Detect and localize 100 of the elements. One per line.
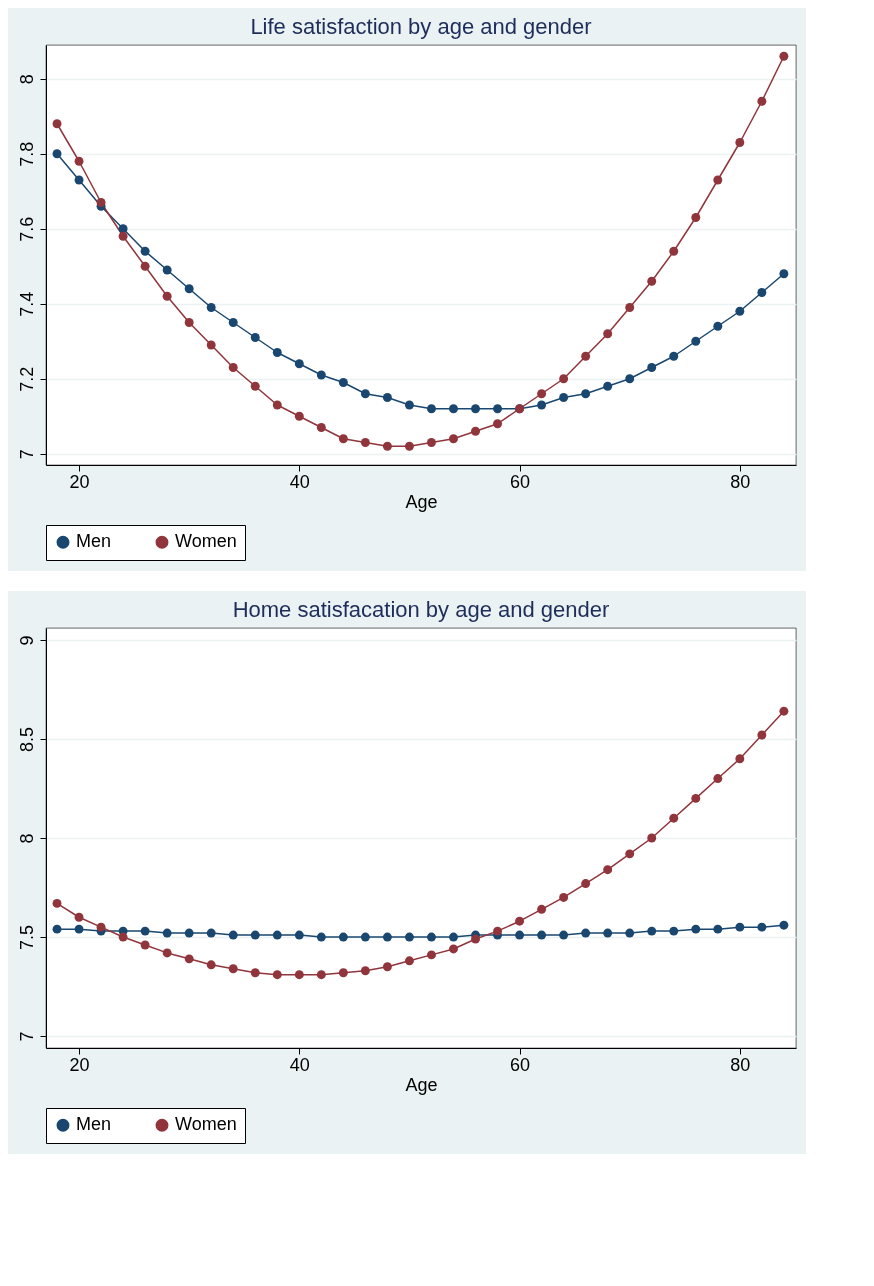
point	[118, 231, 128, 241]
point	[228, 318, 238, 327]
x-tick-label: 40	[289, 1054, 310, 1075]
point	[779, 706, 789, 716]
point	[74, 156, 84, 166]
point	[184, 928, 194, 938]
point	[184, 318, 194, 327]
point	[603, 329, 613, 339]
point	[404, 956, 414, 966]
x-tick-label: 60	[510, 471, 531, 492]
point	[338, 968, 348, 978]
point	[713, 924, 723, 934]
point	[294, 930, 304, 940]
point	[206, 303, 216, 312]
point	[382, 962, 392, 972]
point	[426, 950, 436, 960]
point	[493, 404, 503, 414]
point	[691, 793, 701, 803]
point	[691, 924, 701, 934]
point	[669, 246, 679, 256]
point	[228, 964, 238, 974]
point	[625, 303, 635, 312]
point	[316, 423, 326, 432]
point	[691, 336, 701, 346]
point	[493, 926, 503, 936]
point	[713, 774, 723, 784]
x-axis-title: Age	[405, 1074, 438, 1095]
x-tick-label: 20	[69, 1054, 90, 1075]
point	[250, 930, 260, 940]
point	[360, 966, 370, 976]
legend-label: Women	[175, 1114, 237, 1135]
point	[316, 970, 326, 980]
point	[603, 928, 613, 938]
point	[52, 898, 62, 908]
point	[360, 389, 370, 399]
y-tick-label: 7	[16, 449, 37, 460]
point	[757, 922, 767, 932]
point	[272, 930, 282, 940]
point	[140, 246, 150, 256]
point	[184, 954, 194, 964]
y-tick-label: 8	[16, 833, 37, 844]
point	[735, 306, 745, 316]
point	[757, 288, 767, 297]
point	[625, 374, 635, 384]
point	[184, 284, 194, 294]
point	[360, 932, 370, 942]
point	[669, 813, 679, 823]
x-tick-label: 80	[730, 471, 751, 492]
point	[559, 930, 569, 940]
point	[735, 922, 745, 932]
point	[603, 865, 613, 875]
point	[735, 138, 745, 147]
point	[625, 928, 635, 938]
point	[316, 370, 326, 380]
point	[140, 940, 150, 950]
point	[757, 96, 767, 106]
point	[206, 928, 216, 938]
point	[647, 276, 657, 286]
y-tick-label: 7.6	[16, 216, 37, 242]
point	[162, 291, 172, 301]
point	[404, 932, 414, 942]
legend-label: Men	[76, 531, 112, 552]
x-tick-label: 60	[510, 1054, 531, 1075]
point	[338, 434, 348, 444]
point	[537, 904, 547, 914]
point	[96, 922, 106, 932]
point	[118, 932, 128, 942]
point	[471, 404, 480, 414]
x-tick-label: 40	[289, 471, 310, 492]
point	[647, 363, 657, 372]
point	[74, 175, 84, 185]
legend-label: Women	[175, 531, 237, 552]
point	[647, 926, 657, 936]
point	[559, 374, 569, 384]
point	[52, 119, 62, 129]
point	[272, 970, 282, 980]
point	[647, 833, 657, 843]
y-tick-label: 7.2	[16, 366, 37, 392]
point	[228, 930, 238, 940]
point	[250, 381, 260, 391]
point	[603, 381, 613, 391]
point	[140, 261, 150, 271]
point	[779, 269, 789, 279]
point	[691, 213, 701, 222]
point	[140, 926, 150, 936]
legend-label: Men	[76, 1114, 112, 1135]
point	[382, 932, 392, 942]
point	[581, 351, 591, 361]
point	[382, 393, 392, 402]
point	[471, 934, 480, 944]
point	[713, 175, 723, 185]
y-tick-label: 7.4	[16, 291, 37, 317]
point	[426, 404, 436, 414]
point	[272, 400, 282, 410]
point	[449, 404, 458, 414]
point	[294, 359, 304, 369]
point	[206, 340, 216, 350]
x-tick-label: 80	[730, 1054, 751, 1075]
point	[162, 928, 172, 938]
point	[537, 400, 547, 410]
